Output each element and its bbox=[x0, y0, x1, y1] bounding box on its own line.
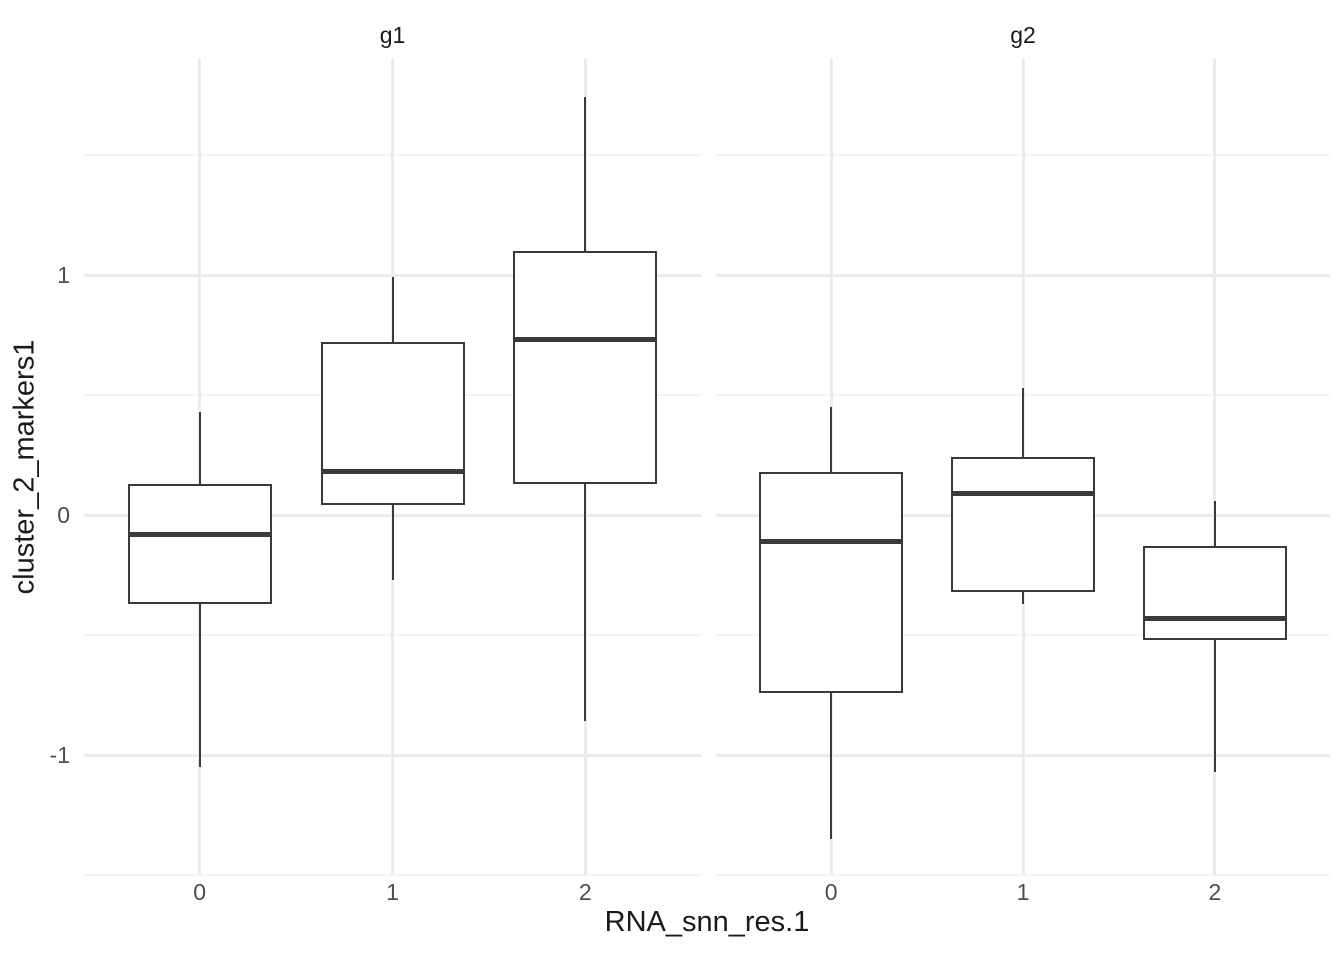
median-line-g2-2 bbox=[1144, 616, 1285, 621]
box-g2-1 bbox=[951, 457, 1095, 592]
y-tick-label-1: 1 bbox=[57, 262, 70, 288]
median-line-g1-0 bbox=[129, 532, 270, 537]
x-tick-label-g1-1: 1 bbox=[386, 879, 399, 905]
facet-label-g2: g2 bbox=[1010, 22, 1036, 48]
median-line-g1-2 bbox=[515, 337, 656, 342]
x-tick-label-g2-0: 0 bbox=[824, 879, 838, 905]
facet-panel-g1 bbox=[84, 59, 701, 876]
gridline-minor-h bbox=[84, 874, 701, 876]
box-g2-2 bbox=[1142, 546, 1287, 640]
x-tick-label-g2-1: 1 bbox=[1016, 879, 1030, 905]
y-axis-title: cluster_2_markers1 bbox=[8, 339, 41, 595]
median-line-g2-1 bbox=[953, 491, 1093, 496]
x-tick-label-g2-2: 2 bbox=[1208, 879, 1222, 905]
median-line-g2-0 bbox=[761, 539, 902, 544]
y-tick-label-0: 0 bbox=[57, 502, 70, 528]
median-line-g1-1 bbox=[322, 469, 463, 474]
gridline-major-v bbox=[1213, 59, 1217, 875]
gridline-minor-h bbox=[716, 874, 1330, 876]
box-g1-2 bbox=[513, 251, 658, 484]
facet-label-g1: g1 bbox=[379, 22, 406, 48]
box-g1-1 bbox=[320, 342, 465, 506]
x-tick-label-g1-2: 2 bbox=[578, 879, 592, 905]
box-g1-0 bbox=[127, 483, 272, 604]
x-tick-label-g1-0: 0 bbox=[193, 879, 207, 905]
box-g2-0 bbox=[759, 471, 904, 693]
x-axis-title: RNA_snn_res.1 bbox=[604, 906, 810, 938]
y-tick-label--1: -1 bbox=[49, 742, 70, 768]
facet-panel-g2 bbox=[716, 59, 1330, 876]
